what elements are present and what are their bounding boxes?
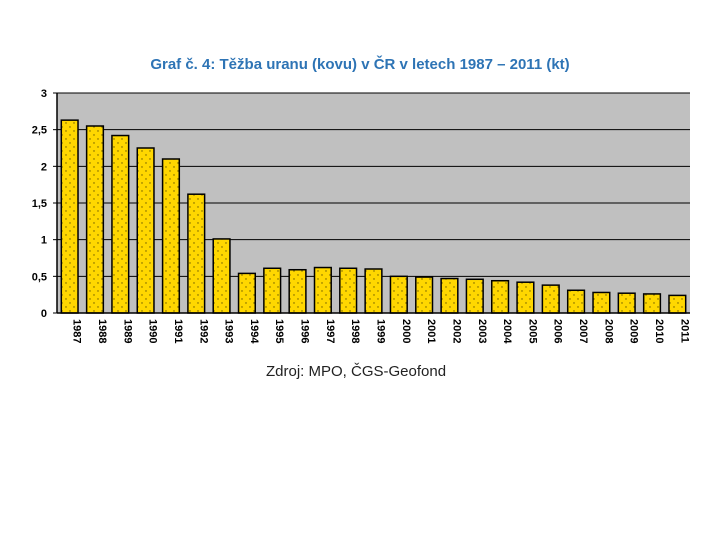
x-tick-label: 1997 — [324, 319, 336, 343]
x-tick-label: 1992 — [197, 319, 209, 343]
y-tick-label: 2,5 — [32, 125, 47, 137]
bar-1989 — [111, 134, 130, 314]
x-tick-label: 1990 — [147, 319, 159, 343]
bar-1988 — [85, 125, 105, 314]
bar-2008 — [592, 291, 611, 314]
y-tick-label: 3 — [41, 88, 47, 100]
x-tick-label: 1991 — [172, 319, 184, 343]
x-tick-label: 2001 — [425, 319, 437, 343]
bar-1991 — [161, 158, 181, 314]
bar-1987 — [60, 119, 79, 314]
y-tick-label: 0,5 — [32, 271, 47, 283]
x-tick-label: 2005 — [526, 319, 538, 343]
bar-2010 — [642, 293, 662, 314]
bar-2002 — [440, 277, 459, 314]
y-tick-label: 1 — [41, 235, 47, 247]
x-tick-label: 2009 — [628, 319, 640, 343]
bar-1996 — [288, 268, 307, 314]
x-tick-labels: 1987 1988 1989 1990 1991 1992 1993 1994 1995 1996… — [71, 319, 691, 344]
chart-title: Graf č. 4: Těžba uranu (kovu) v ČR v let… — [150, 56, 570, 73]
bar-1998 — [339, 267, 358, 314]
x-tick-label: 1993 — [223, 319, 235, 343]
x-tick-label: 2007 — [577, 319, 589, 343]
bar-1997 — [313, 266, 332, 314]
x-tick-label: 2008 — [602, 319, 614, 343]
bar-2011 — [668, 294, 687, 314]
x-tick-label: 2004 — [501, 319, 513, 344]
x-tick-label: 1995 — [273, 319, 285, 343]
bar-1992 — [187, 193, 206, 314]
x-tick-label: 2003 — [476, 319, 488, 343]
x-tick-label: 1998 — [349, 319, 361, 343]
bar-1999 — [364, 268, 383, 314]
x-tick-label: 1999 — [375, 319, 387, 343]
bar-2001 — [415, 276, 434, 314]
bar-2009 — [617, 292, 636, 314]
x-tick-label: 1988 — [96, 319, 108, 343]
y-tick-label: 1,5 — [32, 198, 47, 210]
bar-2007 — [566, 289, 586, 314]
x-tick-label: 1987 — [71, 319, 83, 343]
bar-1990 — [136, 147, 155, 314]
x-tick-label: 2000 — [400, 319, 412, 343]
bar-1995 — [263, 267, 282, 314]
y-tick-label: 0 — [41, 308, 47, 320]
bar-2006 — [541, 284, 560, 314]
bar-2000 — [389, 275, 408, 314]
y-tick-labels: 0 0,5 1 1,5 2 2,5 3 — [32, 88, 57, 320]
x-tick-label: 2002 — [450, 319, 462, 343]
bar-chart: 00,511,522,53 1987 1988 1989 1990 1991 1992 19… — [32, 88, 691, 344]
bar-1993 — [212, 238, 231, 314]
bar-2003 — [465, 278, 484, 314]
x-tick-label: 2006 — [552, 319, 564, 343]
y-tick-label: 2 — [41, 161, 47, 173]
bars — [60, 119, 687, 314]
bar-2005 — [516, 281, 535, 314]
x-tick-label: 2010 — [653, 319, 665, 343]
x-tick-label: 1996 — [299, 319, 311, 343]
x-tick-label: 2011 — [678, 319, 690, 343]
x-tick-label: 1994 — [248, 319, 260, 344]
source-note: Zdroj: MPO, ČGS-Geofond — [266, 363, 447, 380]
bar-1994 — [237, 272, 257, 314]
x-tick-label: 1989 — [121, 319, 133, 343]
bar-2004 — [490, 279, 510, 314]
